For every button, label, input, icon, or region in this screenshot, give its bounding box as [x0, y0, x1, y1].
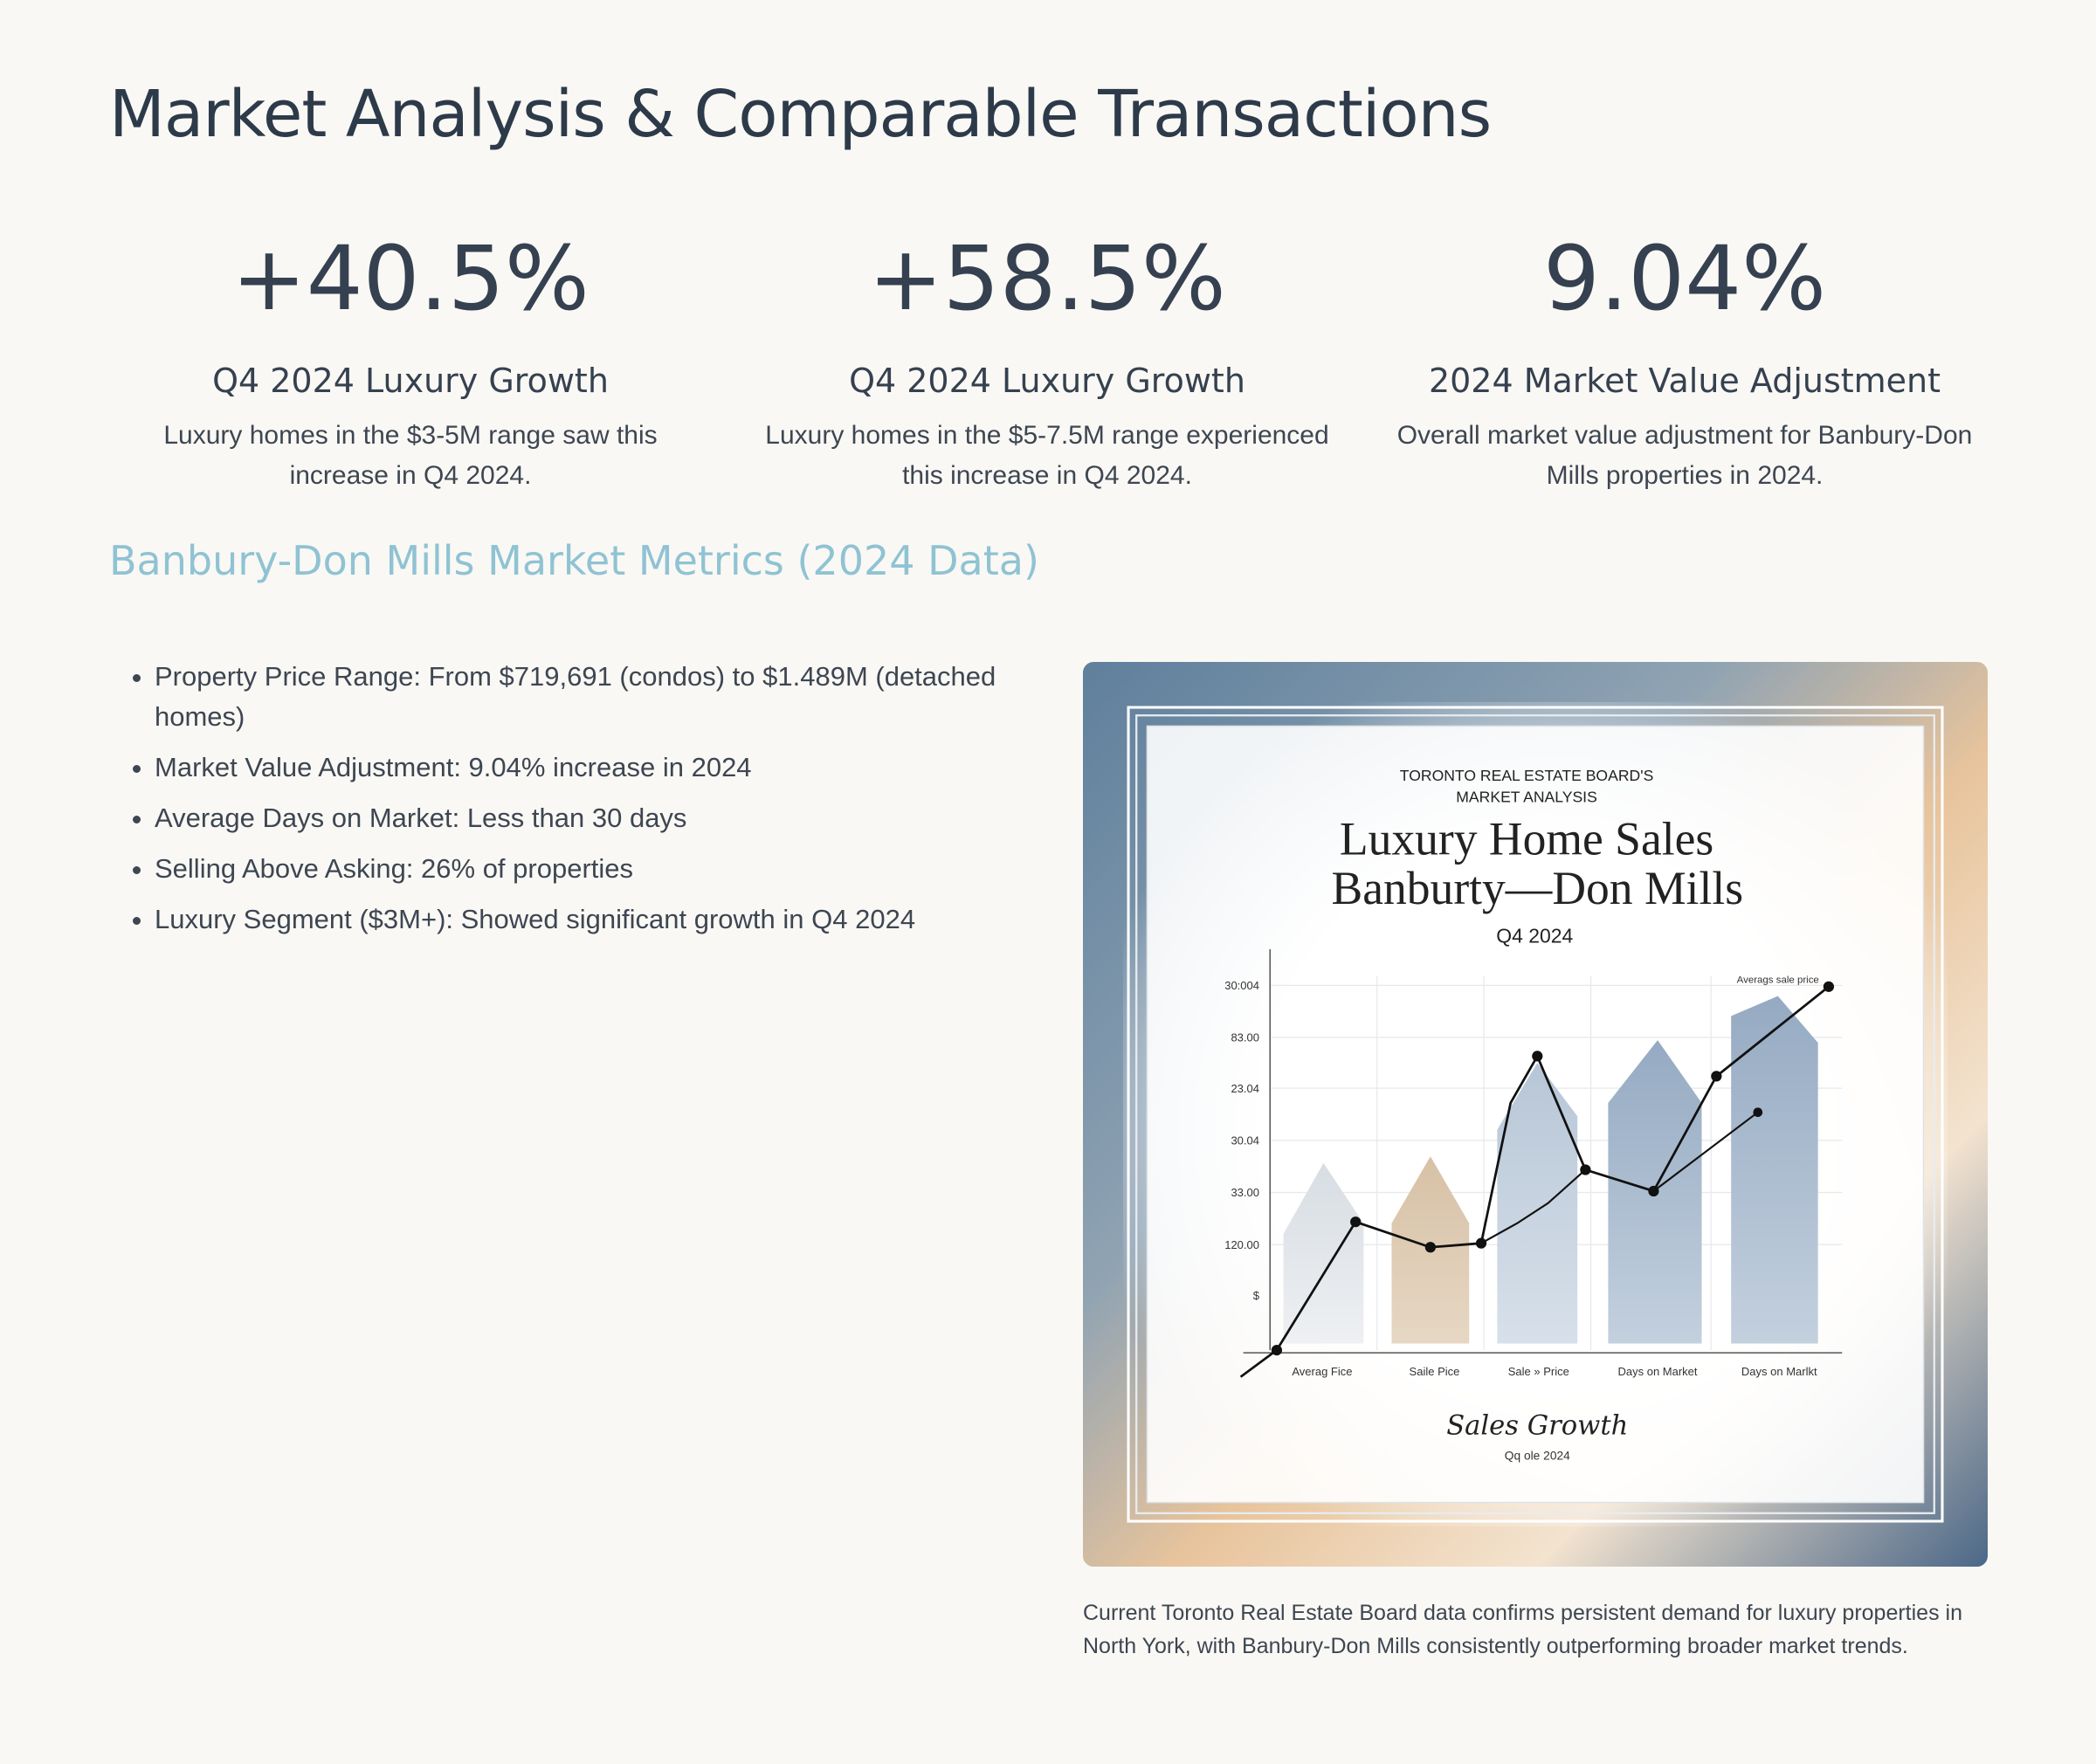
stat-value: +40.5%	[231, 227, 590, 331]
figure-x-label: Days on Market	[1617, 1365, 1697, 1378]
trend-points	[1271, 981, 1835, 1356]
figure-y-label: 30.04	[1231, 1134, 1259, 1147]
caption: Current Toronto Real Estate Board data c…	[1083, 1601, 1962, 1658]
bullet-item: Average Days on Market: Less than 30 day…	[155, 798, 1080, 838]
figure-signature-sub: Qq ole 2024	[1505, 1450, 1570, 1463]
stat-description: Luxury homes in the $5-7.5M range experi…	[765, 421, 1329, 490]
frame	[1127, 706, 1944, 1523]
figure-y-label: $	[1253, 1289, 1260, 1302]
figure-x-label: Sale » Price	[1508, 1365, 1569, 1378]
bar-shape	[1731, 996, 1818, 1344]
figure-x-label: Averag Fice	[1292, 1365, 1352, 1378]
stat-description: Luxury homes in the $3-5M range saw this…	[163, 421, 658, 490]
stat-card: +58.5% Q4 2024 Luxury Growth Luxury home…	[741, 218, 1353, 496]
bullet-item: Property Price Range: From $719,691 (con…	[155, 657, 1080, 737]
bullet-list: Property Price Range: From $719,691 (con…	[109, 657, 1080, 950]
figure-y-label: 23.04	[1231, 1082, 1259, 1095]
figure-y-label: 83.00	[1231, 1031, 1259, 1044]
figure-y-label: 33.00	[1231, 1186, 1259, 1199]
stat-label: Q4 2024 Luxury Growth	[212, 362, 609, 400]
figure-legend: Averags sale price	[1737, 975, 1819, 985]
trend-line	[1239, 985, 1830, 1378]
figure-x-label: Days on Marlkt	[1741, 1365, 1817, 1378]
figure-heading: Banburty—Don Mills	[1332, 862, 1744, 914]
frame	[1135, 714, 1935, 1514]
stat-description: Overall market value adjustment for Banb…	[1396, 421, 1973, 490]
figure-kicker: MARKET ANALYSIS	[1456, 789, 1597, 806]
stat-card: +40.5% Q4 2024 Luxury Growth Luxury home…	[105, 218, 716, 496]
stat-value: 9.04%	[1542, 227, 1827, 331]
stat-value: +58.5%	[868, 227, 1226, 331]
figure-period: Q4 2024	[1496, 924, 1573, 947]
figure-x-label: Saile Pice	[1410, 1365, 1460, 1378]
figure-signature: Sales Growth	[1446, 1411, 1628, 1442]
figure-image: TORONTO REAL ESTATE BOARD'S MARKET ANALY…	[1083, 662, 1988, 1567]
stat-card: 9.04% 2024 Market Value Adjustment Overa…	[1379, 218, 1990, 496]
figure-y-label: 30:004	[1224, 979, 1259, 992]
page-title: Market Analysis & Comparable Transaction…	[109, 77, 1492, 152]
bullet-item: Selling Above Asking: 26% of properties	[155, 849, 1080, 889]
trend-line	[1480, 1111, 1759, 1244]
bar-shape	[1283, 1162, 1364, 1344]
stat-label: Q4 2024 Luxury Growth	[849, 362, 1245, 400]
stat-label: 2024 Market Value Adjustment	[1428, 362, 1941, 400]
bullet-item: Luxury Segment ($3M+): Showed significan…	[155, 899, 1080, 940]
bar-shape	[1497, 1063, 1578, 1344]
section-heading: Banbury-Don Mills Market Metrics (2024 D…	[109, 537, 1039, 584]
figure-y-label: 120.00	[1224, 1238, 1259, 1251]
figure-kicker: TORONTO REAL ESTATE BOARD'S	[1400, 767, 1654, 784]
figure-heading: Luxury Home Sales	[1340, 812, 1713, 865]
bullet-item: Market Value Adjustment: 9.04% increase …	[155, 748, 1080, 788]
